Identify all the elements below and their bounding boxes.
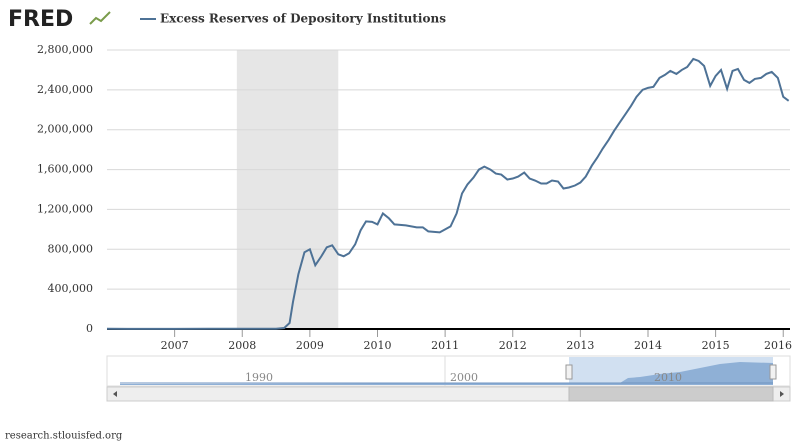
navigator-handle[interactable] [769,364,777,380]
recession-band [236,50,339,329]
y-tick-label: 1,600,000 [37,163,93,176]
logo: FRED [8,7,73,32]
logo-icon [89,11,111,25]
y-tick-label: 0 [86,322,93,335]
y-tick-label: 2,400,000 [37,83,93,96]
x-tick-label: 2009 [296,339,324,352]
y-tick-label: 2,000,000 [37,123,93,136]
y-tick-label: 1,200,000 [37,202,93,215]
y-tick-label: 2,800,000 [37,43,93,56]
scrollbar-thumb[interactable] [568,386,774,402]
scroll-left[interactable] [113,391,117,397]
x-tick-label: 2007 [161,339,189,352]
navigator-label: 2000 [450,371,478,384]
x-tick-label: 2013 [566,339,594,352]
series-line [106,57,790,330]
plot-area [107,50,790,329]
x-tick-label: 2010 [363,339,391,352]
y-tick-label: 400,000 [48,282,94,295]
y-tick-label: 800,000 [48,242,94,255]
scroll-right[interactable] [780,391,784,397]
navigator-handle[interactable] [565,364,573,380]
x-tick-label: 2008 [228,339,256,352]
source: research.stlouisfed.org [5,431,123,442]
legend-label: Excess Reserves of Depository Institutio… [160,12,446,26]
x-tick-label: 2012 [499,339,527,352]
navigator-label: 2010 [654,371,682,384]
x-tick-label: 2014 [634,339,662,352]
x-tick-label: 2015 [702,339,730,352]
navigator-label: 1990 [245,371,273,384]
x-tick-label: 2011 [431,339,459,352]
x-tick-label: 2016 [764,339,792,352]
